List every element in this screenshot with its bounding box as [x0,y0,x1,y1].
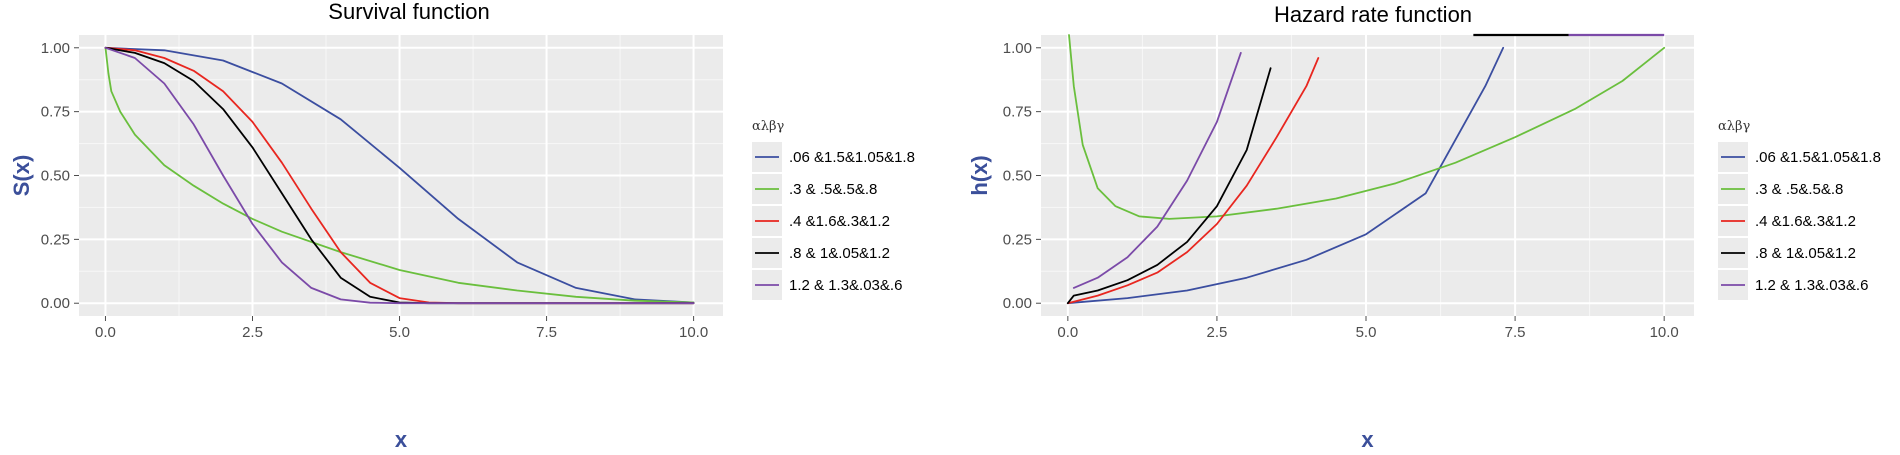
y-tick-label: 1.00 [1003,40,1032,57]
chart-panel-1: Survival function 0.0 2.5 5.0 7.5 10.0 0.00 0.2… [9,0,915,452]
legend: αλβγ .06 &1.5&1.05&1.8 .3 & .5&.5&.8 .4 &1.… [1718,119,1881,300]
y-axis-label: S(x) [9,155,34,197]
y-tick-label: 0.75 [41,104,70,121]
series-line-5 [104,46,695,305]
legend-entry-label: .8 & 1&.05&1.2 [789,245,890,262]
legend-title: αλβγ [752,119,785,134]
y-tick-label: 1.00 [41,40,70,57]
series-line-3 [104,46,695,305]
y-tick-label: 0.50 [1003,168,1032,185]
x-tick-label: 5.0 [389,324,410,341]
legend-entry-label: .4 &1.6&.3&1.2 [1755,213,1856,230]
legend-entry-label: 1.2 & 1.3&.03&.6 [1755,277,1868,294]
y-tick-label: 0.25 [41,231,70,248]
y-tick-label: 0.00 [1003,295,1032,312]
legend-entry-label: .8 & 1&.05&1.2 [1755,245,1856,262]
series-line-5 [1072,52,1242,289]
chart-panel-2: Hazard rate function 0.0 2.5 5.0 7.5 10.0 0.00… [967,2,1881,452]
legend-title: αλβγ [1718,119,1751,134]
series-line-1 [104,46,695,304]
chart-title: Survival function [328,0,489,24]
y-tick-label: 0.50 [41,168,70,185]
y-tick-label: 0.25 [1003,231,1032,248]
x-axis-label: x [1361,427,1374,452]
x-axis-label: x [395,427,408,452]
legend-entry-label: 1.2 & 1.3&.03&.6 [789,277,902,294]
x-tick-label: 0.0 [95,324,116,341]
x-tick-label: 7.5 [1505,324,1526,341]
series-line-4 [1066,67,1272,305]
y-tick-label: 0.00 [41,295,70,312]
x-tick-label: 0.0 [1057,324,1078,341]
y-axis-label: h(x) [967,155,992,195]
x-tick-label: 5.0 [1356,324,1377,341]
legend-entry-label: .4 &1.6&.3&1.2 [789,213,890,230]
legend-entry-label: .06 &1.5&1.05&1.8 [789,149,915,166]
x-tick-label: 2.5 [242,324,263,341]
x-tick-label: 10.0 [1650,324,1679,341]
series-line-1 [1066,46,1505,305]
y-tick-label: 0.75 [1003,104,1032,121]
chart-title: Hazard rate function [1274,2,1472,27]
series-line-2 [104,46,695,304]
x-tick-label: 10.0 [679,324,708,341]
x-tick-label: 7.5 [536,324,557,341]
series-line-3 [1066,57,1320,305]
legend-entry-label: .06 &1.5&1.05&1.8 [1755,149,1881,166]
legend-entry-label: .3 & .5&.5&.8 [1755,181,1843,198]
legend-entry-label: .3 & .5&.5&.8 [789,181,877,198]
series-line-2 [1068,34,1666,220]
legend: αλβγ .06 &1.5&1.05&1.8 .3 & .5&.5&.8 .4 &1.… [752,119,915,300]
x-tick-label: 2.5 [1206,324,1227,341]
